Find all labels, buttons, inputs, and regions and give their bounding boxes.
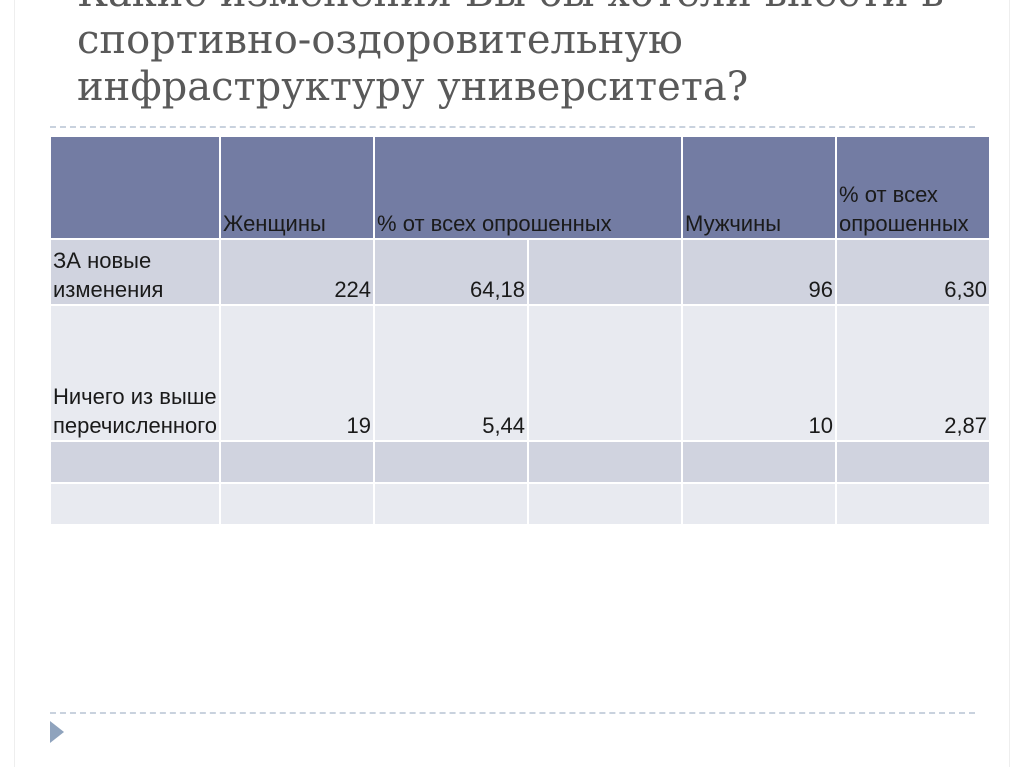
women-count: 224: [219, 238, 376, 306]
slide: Какие изменения Вы бы хотели внести в сп…: [14, 0, 1010, 767]
women-percent: [373, 440, 530, 484]
table-row: ЗА новые изменения 224 64,18 96 6,30: [48, 238, 992, 306]
women-percent: 64,18: [373, 238, 530, 306]
men-count: 10: [681, 304, 838, 442]
results-table: Женщины % от всех опрошенных Мужчины % о…: [48, 135, 992, 526]
row-label: ЗА новые изменения: [48, 238, 222, 306]
header-cell-men-percent: % от всех опрошенных: [835, 135, 992, 240]
men-percent: [835, 482, 992, 526]
women-percent: 5,44: [373, 304, 530, 442]
footer-divider: [50, 712, 975, 714]
men-percent: 6,30: [835, 238, 992, 306]
header-cell-men: Мужчины: [681, 135, 838, 240]
men-count: [681, 482, 838, 526]
men-count: 96: [681, 238, 838, 306]
title-divider: [50, 126, 975, 128]
women-percent: [373, 482, 530, 526]
slide-title: Какие изменения Вы бы хотели внести в сп…: [77, 0, 944, 110]
men-percent: 2,87: [835, 304, 992, 442]
row-label: [48, 440, 222, 484]
women-count: 19: [219, 304, 376, 442]
header-cell-empty: [48, 135, 222, 240]
row-label: [48, 482, 222, 526]
women-count: [219, 440, 376, 484]
table-row: [48, 482, 992, 526]
empty-cell: [527, 304, 684, 442]
table-row: [48, 440, 992, 484]
men-count: [681, 440, 838, 484]
table-header-row: Женщины % от всех опрошенных Мужчины % о…: [48, 135, 992, 240]
header-cell-women: Женщины: [219, 135, 376, 240]
women-count: [219, 482, 376, 526]
empty-cell: [527, 440, 684, 484]
empty-cell: [527, 482, 684, 526]
table-row: Ничего из выше перечисленного 19 5,44 10…: [48, 304, 992, 442]
row-label: Ничего из выше перечисленного: [48, 304, 222, 442]
men-percent: [835, 440, 992, 484]
triangle-bullet-icon: [50, 721, 64, 743]
header-cell-women-percent: % от всех опрошенных: [373, 135, 684, 240]
empty-cell: [527, 238, 684, 306]
